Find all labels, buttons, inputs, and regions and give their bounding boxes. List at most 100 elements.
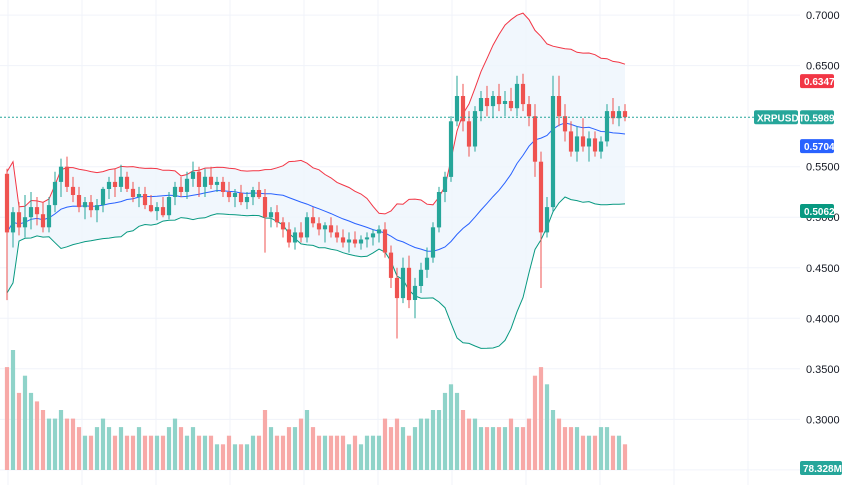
candle-body xyxy=(292,232,298,243)
volume-bar xyxy=(196,435,202,470)
volume-bars xyxy=(4,350,628,470)
volume-bar xyxy=(454,392,460,470)
candle-body xyxy=(130,188,136,197)
volume-bar xyxy=(58,410,64,470)
volume-bar xyxy=(598,427,604,470)
candle-body xyxy=(478,98,484,112)
candle-body xyxy=(64,166,70,187)
volume-bar xyxy=(334,435,340,470)
candle-body xyxy=(460,96,466,122)
volume-bar xyxy=(568,427,574,470)
candle-body xyxy=(532,116,538,162)
volume-bar xyxy=(394,418,400,470)
volume-bar xyxy=(292,427,298,470)
candle-body xyxy=(334,232,340,238)
volume-bar xyxy=(412,427,418,470)
candle-body xyxy=(136,194,142,197)
candle-body xyxy=(232,193,238,197)
volume-bar xyxy=(298,418,304,470)
volume-tag-label: 78.328M xyxy=(803,464,842,475)
candle-body xyxy=(358,239,364,244)
volume-bar xyxy=(94,427,100,470)
candle-body xyxy=(400,267,406,299)
candle-body xyxy=(364,237,370,240)
candle-body xyxy=(340,237,346,243)
candle-body xyxy=(154,207,160,212)
volume-bar xyxy=(604,427,610,470)
volume-bar xyxy=(316,435,322,470)
volume-bar xyxy=(616,435,622,470)
price-axis-tick-label: 0.6500 xyxy=(806,61,840,73)
candle-body xyxy=(214,181,220,185)
volume-bar xyxy=(586,435,592,470)
price-axis[interactable]: 0.70000.65000.55000.50000.45000.40000.35… xyxy=(800,0,852,485)
volume-bar xyxy=(490,427,496,470)
candle-body xyxy=(16,212,22,228)
volume-bar xyxy=(190,427,196,470)
volume-bar xyxy=(526,418,532,470)
volume-bar xyxy=(118,427,124,470)
candle-body xyxy=(34,207,40,215)
candle-body xyxy=(160,207,166,216)
candle-body xyxy=(94,205,100,211)
volume-bar xyxy=(184,435,190,470)
volume-bar xyxy=(238,444,244,470)
volume-bar xyxy=(478,427,484,470)
candle-body xyxy=(262,197,268,218)
candle-body xyxy=(190,171,196,179)
volume-bar xyxy=(442,392,448,470)
bollinger-band-fill xyxy=(7,13,625,349)
volume-bar xyxy=(22,375,28,470)
volume-bar xyxy=(358,444,364,470)
volume-bar xyxy=(70,418,76,470)
candle-body xyxy=(454,96,460,122)
price-axis-tick-label: 0.5500 xyxy=(806,162,840,174)
candle-body xyxy=(118,176,124,187)
bollinger-middle-band xyxy=(6,122,626,252)
bollinger-lower-band xyxy=(6,196,626,349)
candle-body xyxy=(148,205,154,212)
volume-bar xyxy=(52,418,58,470)
volume-bar xyxy=(514,427,520,470)
candle-body xyxy=(304,217,310,238)
candle-body xyxy=(490,96,496,107)
volume-bar xyxy=(148,435,154,470)
volume-bar xyxy=(328,435,334,470)
volume-bar xyxy=(232,444,238,470)
candle-body xyxy=(112,181,118,187)
candle-body xyxy=(592,138,598,152)
volume-bar xyxy=(226,435,232,470)
volume-bar xyxy=(286,427,292,470)
candle-body xyxy=(142,194,148,206)
candle-body xyxy=(196,171,202,187)
candle-body xyxy=(472,111,478,147)
volume-bar xyxy=(508,418,514,470)
price-tag-label: 0.6347 xyxy=(804,77,835,88)
volume-bar xyxy=(220,444,226,470)
volume-bar xyxy=(448,384,454,470)
candle-body xyxy=(298,232,304,238)
candle-body xyxy=(328,225,334,233)
volume-bar xyxy=(520,427,526,470)
symbol-tag xyxy=(754,110,798,125)
price-tag-label: 0.5704 xyxy=(804,142,835,153)
volume-bar xyxy=(484,427,490,470)
volume-bar xyxy=(310,427,316,470)
candle-body xyxy=(184,178,190,192)
candle-body xyxy=(100,188,106,206)
candle-body xyxy=(280,222,286,230)
volume-bar xyxy=(370,435,376,470)
candle-body xyxy=(208,176,214,185)
volume-bar xyxy=(10,350,16,470)
candle-body xyxy=(178,186,184,192)
candle-body xyxy=(418,269,424,286)
candle-body xyxy=(46,205,52,228)
volume-bar xyxy=(40,410,46,470)
price-axis-tick-label: 0.7000 xyxy=(806,10,840,22)
volume-bar xyxy=(352,435,358,470)
volume-bar xyxy=(76,427,82,470)
candle-body xyxy=(76,195,82,208)
candle-body xyxy=(598,141,604,152)
price-axis-tick-label: 0.4000 xyxy=(806,313,840,325)
